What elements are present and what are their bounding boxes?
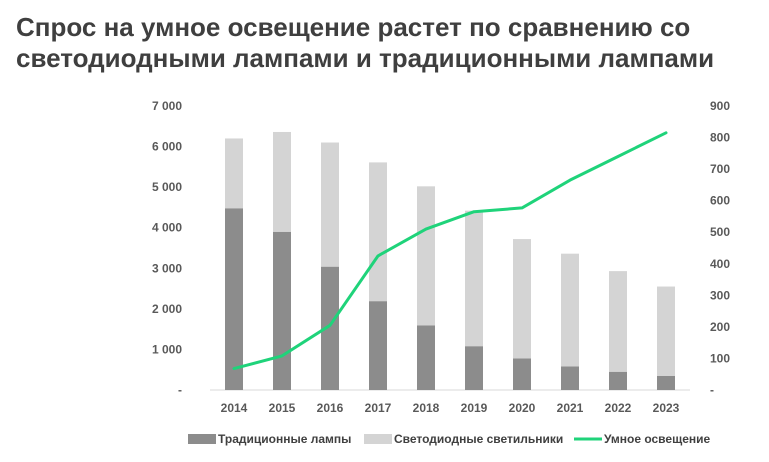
- bar-led-2017: [369, 162, 387, 302]
- right-tick-label: 200: [710, 320, 730, 334]
- legend-swatch: [364, 434, 392, 444]
- legend-label: Светодиодные светильники: [394, 432, 563, 446]
- bar-led-2014: [225, 138, 243, 209]
- legend: Традиционные лампы Светодиодные светильни…: [188, 432, 710, 446]
- right-tick-label: 900: [710, 99, 730, 113]
- bar-led-2016: [321, 142, 339, 267]
- bar-led-2022: [609, 271, 627, 372]
- legend-swatch: [188, 434, 216, 444]
- line-layer: [232, 131, 668, 371]
- bar-traditional-2014: [225, 208, 243, 390]
- x-tick-label: 2023: [653, 401, 680, 415]
- x-axis-labels: 2014 2015 2016 2017 2018 2019 2020 2021 2022 2023: [221, 401, 680, 415]
- bar-traditional-2023: [657, 375, 675, 390]
- bar-traditional-2015: [273, 231, 291, 390]
- right-tick-label: 400: [710, 257, 730, 271]
- legend-label: Умное освещение: [604, 432, 710, 446]
- x-tick-label: 2016: [317, 401, 344, 415]
- bar-led-2015: [273, 131, 291, 232]
- bar-traditional-2018: [417, 325, 435, 390]
- left-tick-label: 7 000: [152, 99, 182, 113]
- chart-title: Спрос на умное освещение растет по сравн…: [16, 12, 715, 73]
- legend-label: Традиционные лампы: [218, 432, 351, 446]
- left-tick-label: 5 000: [152, 180, 182, 194]
- right-tick-label: 600: [710, 194, 730, 208]
- right-axis: - 100 200 300 400 500 600 700 800 900: [710, 99, 730, 397]
- left-tick-label: 2 000: [152, 302, 182, 316]
- left-tick-label: 4 000: [152, 221, 182, 235]
- bar-led-2020: [513, 239, 531, 359]
- bar-layer: [225, 131, 675, 390]
- left-tick-label: 3 000: [152, 261, 182, 275]
- x-tick-label: 2021: [557, 401, 584, 415]
- x-tick-label: 2017: [365, 401, 392, 415]
- bar-led-2021: [561, 253, 579, 367]
- bar-led-2018: [417, 186, 435, 326]
- bar-traditional-2022: [609, 371, 627, 390]
- bar-traditional-2016: [321, 266, 339, 390]
- left-tick-label: 1 000: [152, 342, 182, 356]
- right-tick-label: 800: [710, 131, 730, 145]
- x-tick-label: 2018: [413, 401, 440, 415]
- left-tick-label: -: [178, 383, 182, 397]
- x-tick-label: 2020: [509, 401, 536, 415]
- right-tick-label: 700: [710, 162, 730, 176]
- left-axis: - 1 000 2 000 3 000 4 000 5 000 6 000 7 000: [152, 99, 182, 397]
- x-tick-label: 2014: [221, 401, 248, 415]
- right-tick-label: -: [710, 383, 714, 397]
- bar-led-2023: [657, 286, 675, 376]
- right-tick-label: 300: [710, 288, 730, 302]
- x-tick-label: 2022: [605, 401, 632, 415]
- bar-traditional-2017: [369, 301, 387, 390]
- bar-traditional-2021: [561, 366, 579, 390]
- left-tick-label: 6 000: [152, 140, 182, 154]
- bar-traditional-2019: [465, 346, 483, 390]
- right-tick-label: 500: [710, 225, 730, 239]
- smart-lighting-line: [232, 131, 668, 371]
- x-tick-label: 2019: [461, 401, 488, 415]
- right-tick-label: 100: [710, 351, 730, 365]
- x-tick-label: 2015: [269, 401, 296, 415]
- bar-traditional-2020: [513, 358, 531, 390]
- bar-led-2019: [465, 210, 483, 347]
